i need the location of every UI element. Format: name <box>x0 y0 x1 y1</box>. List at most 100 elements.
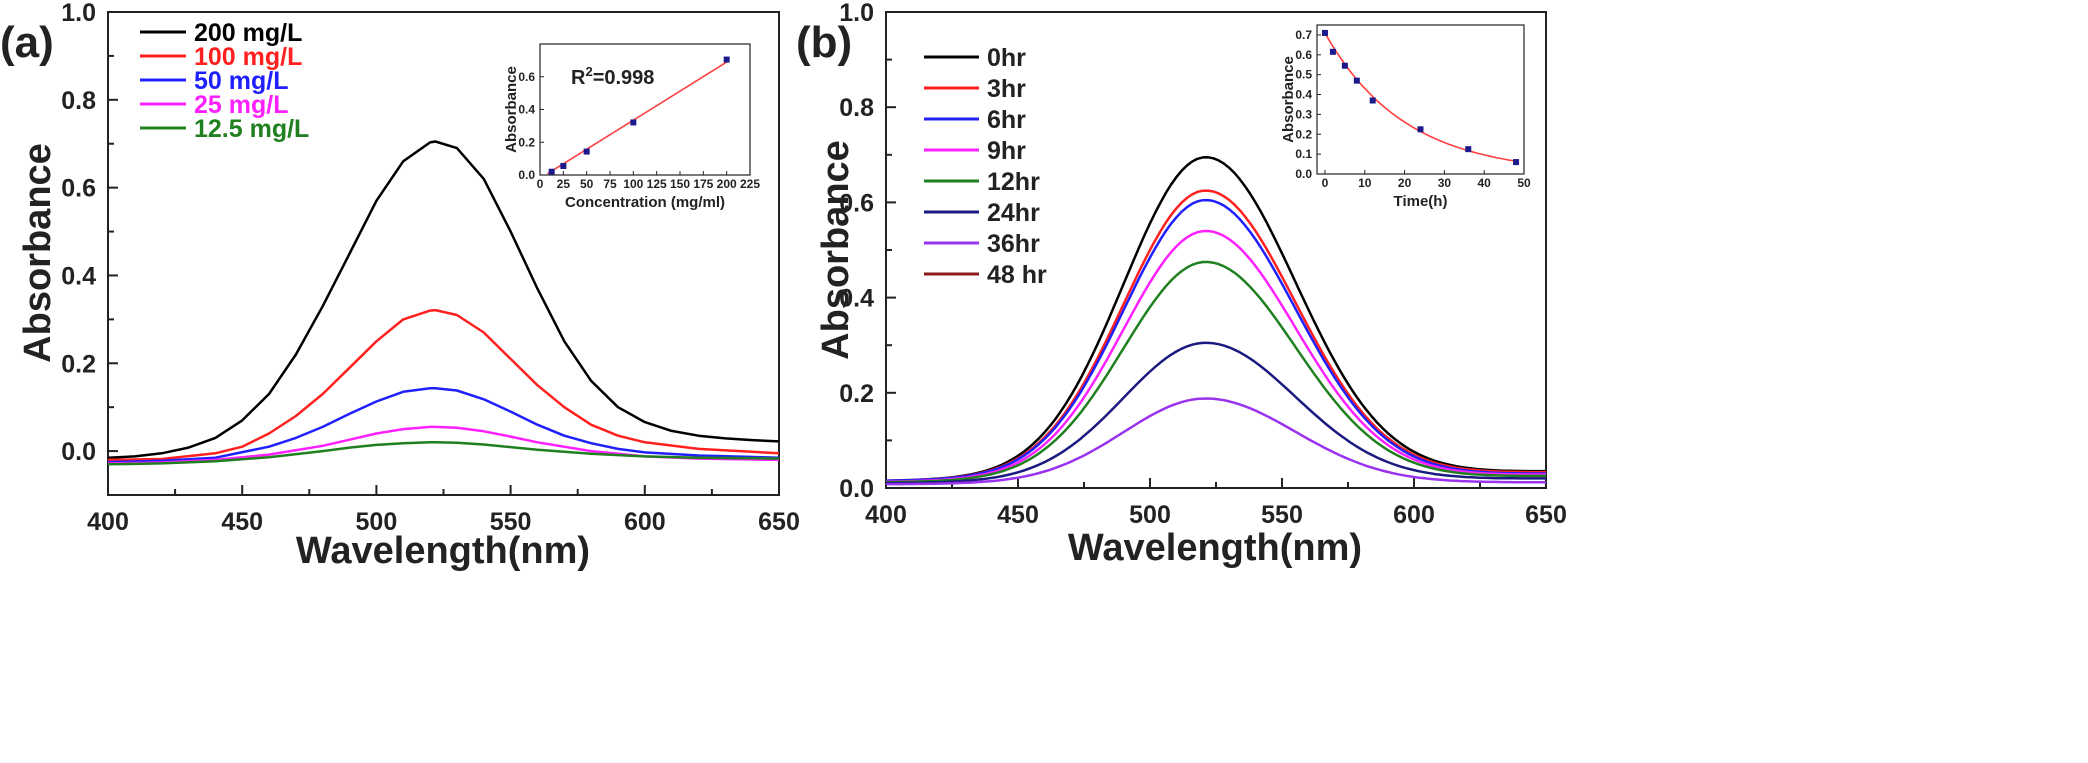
x-tick-label: 600 <box>1393 501 1435 529</box>
series-line <box>885 260 1546 484</box>
y-tick-label: 0.2 <box>839 380 874 408</box>
legend-label: 36hr <box>987 230 1040 258</box>
inset-x-tick-label: 0 <box>1322 176 1329 190</box>
inset-x-tick-label: 200 <box>717 177 737 191</box>
inset-x-tick-label: 20 <box>1398 176 1412 190</box>
inset-data-point <box>548 168 555 175</box>
panel-a-label: (a) <box>0 18 54 67</box>
inset-y-axis-title: Absorbance <box>1280 56 1297 143</box>
panel-a-inset: 0 25 50 75 100 125 150 175 200 225 0.0 0.2 0.4 0.6 Con… <box>503 43 760 211</box>
inset-y-tick-label: 0.4 <box>1295 88 1312 102</box>
panel-b-label: (b) <box>796 18 852 67</box>
inset-y-tick-label: 0.3 <box>1295 107 1312 121</box>
series-line <box>885 189 1546 482</box>
inset-y-tick-label: 0.1 <box>1295 147 1312 161</box>
y-tick-label: 0.2 <box>61 350 96 378</box>
y-tick-label: 0.8 <box>839 94 874 122</box>
legend-label: 12hr <box>987 168 1040 196</box>
legend-label: 48 hr <box>987 261 1047 289</box>
inset-x-tick-label: 10 <box>1358 176 1372 190</box>
series-line <box>885 198 1546 482</box>
legend-label: 100 mg/L <box>194 43 302 71</box>
inset-x-tick-label: 30 <box>1438 176 1452 190</box>
x-tick-label: 400 <box>87 508 129 536</box>
inset-data-point <box>1353 77 1360 84</box>
inset-y-tick-label: 0.6 <box>518 70 535 84</box>
y-tick-label: 1.0 <box>61 0 96 27</box>
legend-label: 24hr <box>987 199 1040 227</box>
series-line <box>885 341 1546 485</box>
inset-x-tick-label: 75 <box>603 177 617 191</box>
inset-y-tick-label: 0.4 <box>518 103 535 117</box>
inset-x-tick-label: 100 <box>623 177 643 191</box>
x-tick-label: 500 <box>356 508 398 536</box>
inset-x-tick-label: 225 <box>740 177 760 191</box>
legend-label: 6hr <box>987 106 1026 134</box>
inset-x-tick-label: 125 <box>647 177 667 191</box>
y-tick-label: 0.4 <box>839 285 874 313</box>
inset-x-tick-label: 175 <box>693 177 713 191</box>
inset-x-tick-label: 50 <box>580 177 594 191</box>
inset-x-axis-title: Concentration (mg/ml) <box>565 194 725 211</box>
inset-y-tick-label: 0.2 <box>518 135 535 149</box>
y-tick-label: 0.0 <box>839 475 874 503</box>
legend-label: 25 mg/L <box>194 91 288 119</box>
panel-b: (b) 400 450 500 550 600 6500.00.20.40.60.81.0… <box>796 0 1567 569</box>
inset-x-tick-label: 50 <box>1517 176 1531 190</box>
panel-b-inset: 0 10 20 30 40 50 0.0 0.1 0.2 0.3 0.4 0.5 0.6 0.7 Time(… <box>1280 24 1531 210</box>
r-value: =0.998 <box>593 67 655 89</box>
inset-data-point <box>630 119 637 126</box>
inset-data-point <box>1465 146 1472 153</box>
inset-frame <box>1316 24 1525 175</box>
r-symbol: R <box>571 67 586 89</box>
legend-label: 0hr <box>987 44 1026 72</box>
x-tick-label: 550 <box>490 508 532 536</box>
y-tick-label: 0.6 <box>839 189 874 217</box>
x-tick-label: 650 <box>1525 501 1567 529</box>
inset-data-point <box>560 162 567 169</box>
legend-label: 200 mg/L <box>194 19 302 47</box>
series-line <box>107 140 780 459</box>
series-line <box>885 397 1546 486</box>
inset-x-tick-label: 25 <box>557 177 571 191</box>
inset-data-point <box>1329 48 1336 55</box>
x-tick-label: 650 <box>758 508 800 536</box>
x-tick-label: 600 <box>624 508 666 536</box>
x-tick-label: 450 <box>221 508 263 536</box>
inset-data-point <box>1341 62 1348 69</box>
y-tick-label: 0.4 <box>61 262 96 290</box>
inset-x-tick-label: 40 <box>1478 176 1492 190</box>
inset-data-point <box>1417 126 1424 133</box>
inset-y-tick-label: 0.6 <box>1295 48 1312 62</box>
panel-b-legend: 0hr 3hr 6hr 9hr 12hr 24hr 36hr 48 hr <box>924 44 1047 289</box>
panel-a-series <box>107 140 780 466</box>
inset-x-axis-title: Time(h) <box>1394 193 1448 210</box>
series-line <box>107 308 780 462</box>
x-tick-label: 400 <box>865 501 907 529</box>
inset-y-axis-title: Absorbance <box>503 66 520 153</box>
y-tick-label: 0.8 <box>61 87 96 115</box>
series-line <box>885 229 1546 483</box>
r-superscript: 2 <box>585 64 592 79</box>
panel-b-y-axis-title: Absorbance <box>815 140 857 360</box>
inset-data-point <box>583 148 590 155</box>
inset-frame <box>539 43 751 176</box>
inset-r-squared-annotation: R2=0.998 <box>571 64 654 89</box>
inset-fit-line <box>547 61 728 175</box>
inset-data-point <box>1369 97 1376 104</box>
legend-label: 12.5 mg/L <box>194 115 309 143</box>
y-tick-label: 0.0 <box>61 438 96 466</box>
series-line <box>107 387 780 464</box>
inset-y-tick-label: 0.0 <box>1295 167 1312 181</box>
series-line <box>107 425 780 465</box>
panel-a-x-axis-title: Wavelength(nm) <box>296 530 590 572</box>
inset-x-tick-label: 150 <box>670 177 690 191</box>
series-line <box>107 441 780 466</box>
legend-label: 9hr <box>987 137 1026 165</box>
inset-data-point <box>1321 29 1328 36</box>
inset-x-tick-label: 0 <box>537 177 544 191</box>
y-tick-label: 1.0 <box>839 0 874 27</box>
